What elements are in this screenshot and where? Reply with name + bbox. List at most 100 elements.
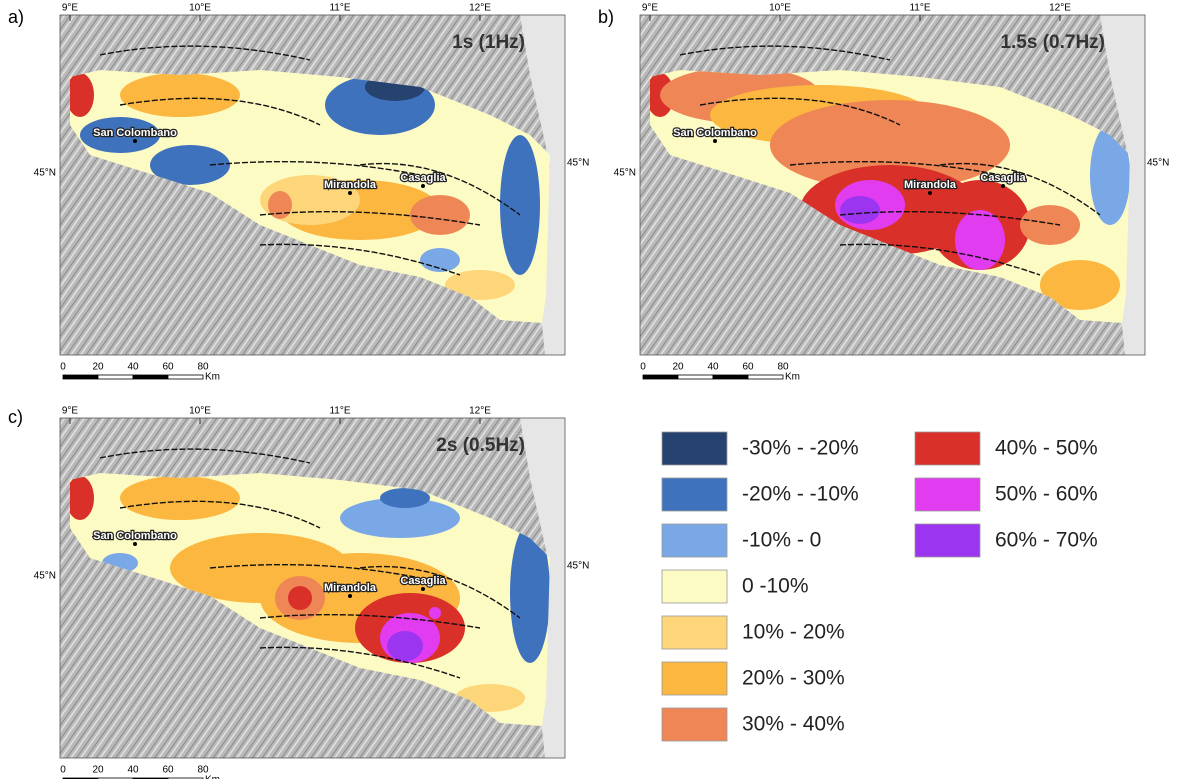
place-label: Mirandola bbox=[324, 582, 377, 594]
lat-label: 45°N bbox=[567, 561, 589, 572]
scale-label: 20 bbox=[92, 765, 104, 776]
legend-label: 30% - 40% bbox=[742, 713, 845, 736]
place-dot bbox=[928, 191, 932, 195]
scale-label: 0 bbox=[60, 765, 66, 776]
lat-label: 45°N bbox=[614, 168, 636, 179]
contour-zone bbox=[387, 631, 423, 661]
place-label: San Colombano bbox=[673, 127, 757, 139]
legend-label: -30% - -20% bbox=[742, 437, 859, 460]
scale-segment bbox=[678, 375, 713, 379]
legend-swatch bbox=[662, 662, 727, 695]
contour-zone bbox=[1020, 205, 1080, 245]
figure: 9°E 10°E 11°E 12°E 45°N 45°N San Colombano Mira… bbox=[0, 0, 1180, 779]
legend-swatch bbox=[915, 478, 980, 511]
place-dot bbox=[133, 139, 137, 143]
place-dot bbox=[421, 184, 425, 188]
legend-label: -10% - 0 bbox=[742, 529, 821, 552]
panel-label: b) bbox=[598, 7, 614, 27]
place-dot bbox=[348, 594, 352, 598]
contour-zone bbox=[840, 196, 880, 224]
contour-zone bbox=[120, 476, 240, 520]
lon-label: 12°E bbox=[469, 406, 491, 417]
scale-segment bbox=[133, 375, 168, 379]
panel-title: 1.5s (0.7Hz) bbox=[1000, 32, 1105, 53]
scale-label: 0 bbox=[60, 362, 66, 373]
place-label: Casaglia bbox=[400, 575, 446, 587]
legend-swatch bbox=[662, 432, 727, 465]
scale-unit: Km bbox=[205, 775, 220, 779]
legend-label: 20% - 30% bbox=[742, 667, 845, 690]
scale-label: 40 bbox=[127, 362, 139, 373]
contour-zone bbox=[268, 191, 292, 219]
scale-label: 40 bbox=[127, 765, 139, 776]
lon-label: 11°E bbox=[329, 406, 350, 417]
legend-label: 10% - 20% bbox=[742, 621, 845, 644]
contour-zone bbox=[410, 195, 470, 235]
lon-label: 9°E bbox=[62, 406, 79, 417]
scale-unit: Km bbox=[785, 372, 800, 383]
lat-label: 45°N bbox=[34, 168, 56, 179]
legend-swatch bbox=[915, 432, 980, 465]
scale-label: 60 bbox=[742, 362, 754, 373]
place-label: Casaglia bbox=[980, 172, 1026, 184]
scale-segment bbox=[98, 375, 133, 379]
lat-label: 45°N bbox=[567, 158, 589, 169]
legend-label: 40% - 50% bbox=[995, 437, 1098, 460]
legend-swatch bbox=[662, 570, 727, 603]
scale-label: 20 bbox=[672, 362, 684, 373]
lon-label: 9°E bbox=[62, 3, 79, 14]
legend-label: 0 -10% bbox=[742, 575, 809, 598]
map-panel: 9°E 10°E 11°E 12°E 45°N 45°N San Colombano Mira… bbox=[614, 3, 1170, 383]
contour-zone bbox=[288, 586, 312, 610]
map-panel: 9°E 10°E 11°E 12°E 45°N 45°N San Colombano Mira… bbox=[34, 406, 590, 779]
map-panel: 9°E 10°E 11°E 12°E 45°N 45°N San Colombano Mira… bbox=[34, 3, 590, 383]
lon-label: 12°E bbox=[469, 3, 491, 14]
contour-zone bbox=[120, 73, 240, 117]
lon-label: 10°E bbox=[189, 3, 211, 14]
place-label: Mirandola bbox=[324, 179, 377, 191]
contour-zone bbox=[66, 73, 94, 117]
legend-swatch bbox=[662, 616, 727, 649]
place-label: San Colombano bbox=[93, 530, 177, 542]
contour-zone bbox=[420, 248, 460, 272]
place-dot bbox=[421, 587, 425, 591]
lon-label: 11°E bbox=[909, 3, 930, 14]
panel-title: 1s (1Hz) bbox=[452, 32, 525, 53]
panel-label: c) bbox=[8, 407, 23, 427]
place-dot bbox=[1001, 184, 1005, 188]
scale-label: 60 bbox=[162, 765, 174, 776]
lon-label: 12°E bbox=[1049, 3, 1071, 14]
legend-label: 60% - 70% bbox=[995, 529, 1098, 552]
scale-segment bbox=[63, 375, 98, 379]
scale-segment bbox=[643, 375, 678, 379]
place-label: Mirandola bbox=[904, 179, 957, 191]
panel-label: a) bbox=[8, 7, 24, 27]
contour-zone bbox=[66, 476, 94, 520]
lon-label: 11°E bbox=[329, 3, 350, 14]
legend-swatch bbox=[662, 478, 727, 511]
scale-label: 40 bbox=[707, 362, 719, 373]
place-dot bbox=[713, 139, 717, 143]
lon-label: 10°E bbox=[189, 406, 211, 417]
legend-swatch bbox=[915, 524, 980, 557]
legend-swatch bbox=[662, 708, 727, 741]
contour-zone bbox=[429, 607, 441, 619]
lon-label: 9°E bbox=[642, 3, 659, 14]
place-label: San Colombano bbox=[93, 127, 177, 139]
scale-label: 0 bbox=[640, 362, 646, 373]
legend-swatch bbox=[662, 524, 727, 557]
scale-segment bbox=[748, 375, 783, 379]
lon-label: 10°E bbox=[769, 3, 791, 14]
lat-label: 45°N bbox=[34, 571, 56, 582]
contour-zone bbox=[955, 210, 1005, 270]
lat-label: 45°N bbox=[1147, 158, 1169, 169]
place-dot bbox=[348, 191, 352, 195]
panel-title: 2s (0.5Hz) bbox=[436, 435, 525, 456]
scale-label: 20 bbox=[92, 362, 104, 373]
scale-segment bbox=[713, 375, 748, 379]
scale-label: 60 bbox=[162, 362, 174, 373]
legend-label: 50% - 60% bbox=[995, 483, 1098, 506]
scale-unit: Km bbox=[205, 372, 220, 383]
legend-label: -20% - -10% bbox=[742, 483, 859, 506]
place-label: Casaglia bbox=[400, 172, 446, 184]
